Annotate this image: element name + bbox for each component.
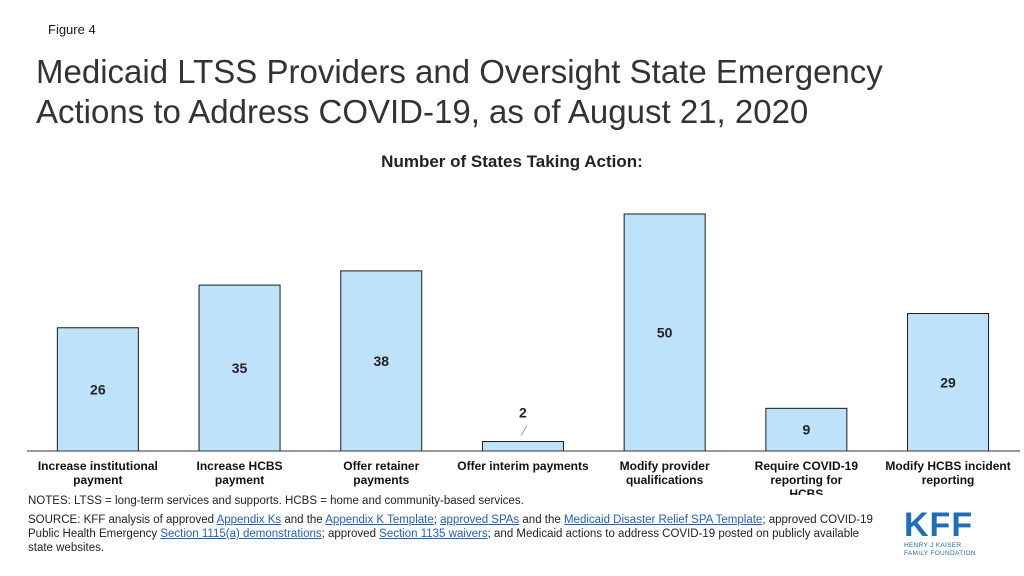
link-disaster-relief-spa-template[interactable]: Medicaid Disaster Relief SPA Template [563,514,763,526]
category-label-2: Increase HCBS payment [197,459,283,487]
bar-4 [481,441,564,452]
bar-chart: 26 35 38 2 50 9 29 Increase institutional payme… [27,213,1020,495]
value-leader-line-4 [520,425,528,436]
bar-value-label-5: 50 [657,325,673,341]
source-text-5: ; approved [321,528,380,540]
category-label-6: Require COVID-19 reporting for HCBS [755,459,859,495]
logo-line-2: FAMILY FOUNDATION [904,550,976,557]
bar-2 [198,284,281,452]
bar-5 [623,213,706,452]
category-labels-group: Increase institutional payment Increase HC… [38,459,1011,495]
bar-6 [765,407,848,452]
bar-value-label-2: 35 [232,360,248,376]
source-text: SOURCE: KFF analysis of approved Appendi… [28,513,878,555]
source-prefix: SOURCE: KFF analysis of approved [28,514,217,526]
source-text-1: and the [281,514,326,526]
category-label-5: Modify provider qualifications [620,459,710,487]
bar-3 [340,270,423,452]
bars-group: 26 35 38 2 50 9 29 [56,213,990,452]
chart-title: Number of States Taking Action: [381,152,643,171]
source-text-4: ; approved COVID-19 Public Health Emerge… [28,514,873,540]
kff-logo: KFF HENRY J KAISER FAMILY FOUNDATION [904,508,996,558]
bar-value-label-7: 29 [940,374,956,390]
source-text-3: and the [519,514,564,526]
link-appendix-k-template[interactable]: Appendix K Template [325,514,434,526]
link-appendix-ks[interactable]: Appendix Ks [216,514,282,526]
link-section-1135-waivers[interactable]: Section 1135 waivers [379,528,488,540]
bar-7 [907,313,990,452]
bar-value-label-6: 9 [802,422,810,438]
logo-mark: KFF [904,506,974,544]
bar-value-label-1: 26 [90,381,106,397]
logo-line-1: HENRY J KAISER [904,542,962,549]
link-section-1115-demonstrations[interactable]: Section 1115(a) demonstrations [160,528,322,540]
link-approved-spas[interactable]: approved SPAs [440,514,520,526]
page-title: Medicaid LTSS Providers and Oversight St… [36,53,883,130]
category-label-1: Increase institutional payment [38,459,158,487]
category-label-3: Offer retainer payments [343,459,419,487]
figure-label: Figure 4 [48,22,96,37]
source-text-2: ; [433,514,441,526]
category-label-7: Modify HCBS incident reporting [885,459,1010,487]
category-label-4: Offer interim payments [457,459,589,473]
source-text-6: ; and Medicaid actions to address COVID-… [28,528,860,554]
bar-value-label-3: 38 [373,353,389,369]
notes-text: NOTES: LTSS = long-term services and sup… [28,495,524,507]
bar-value-label-4: 2 [519,405,527,421]
